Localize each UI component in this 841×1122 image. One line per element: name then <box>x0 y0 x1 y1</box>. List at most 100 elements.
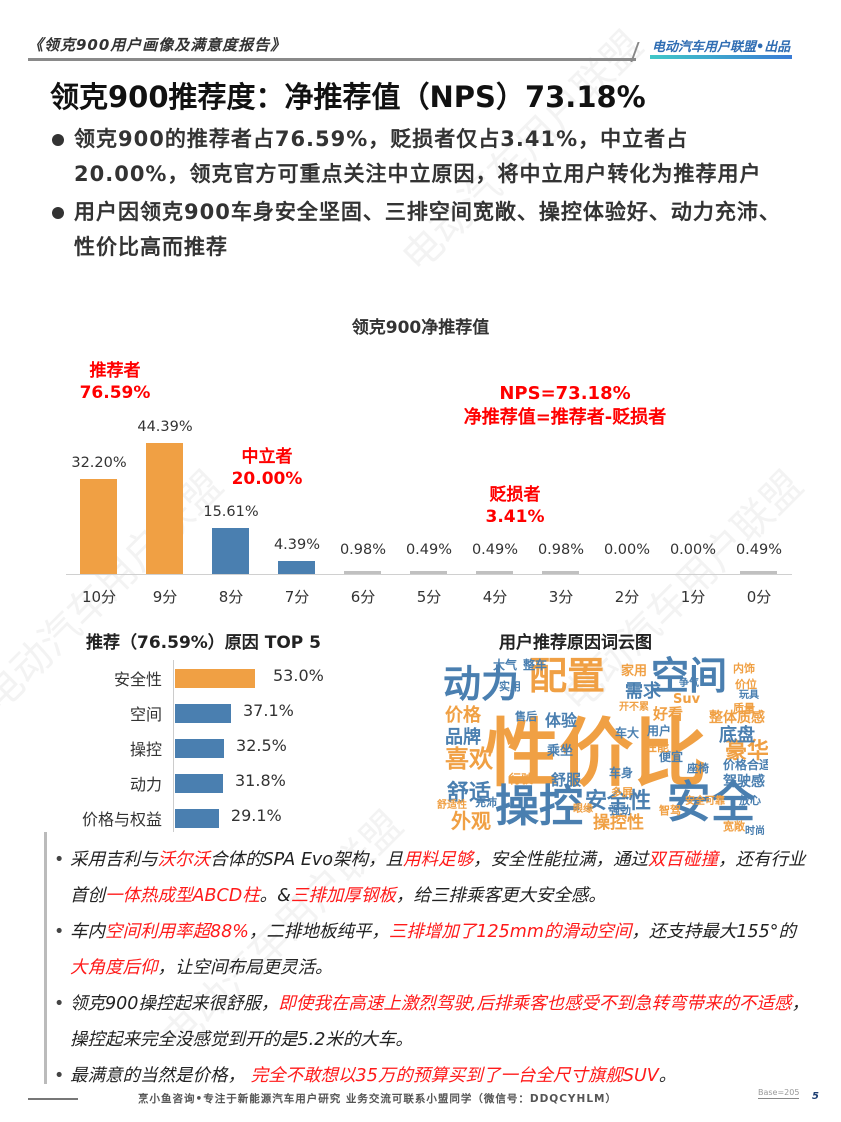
reason-label: 空间 <box>129 705 162 724</box>
y-axis-line <box>173 660 174 832</box>
brand-label: 电动汽车用户联盟•出品 <box>652 40 791 55</box>
quote-text: 最满意的当然是价格， <box>70 1066 245 1086</box>
reason-value: 29.1% <box>230 806 282 825</box>
cloud-word: 好看 <box>653 705 684 723</box>
quote-text: ，二排地板纯平， <box>248 922 389 942</box>
cloud-word: 舒服 <box>551 771 582 789</box>
cloud-word: 品牌 <box>445 727 481 748</box>
cloud-word: 智驾 <box>659 804 681 817</box>
x-tick-label: 4分 <box>482 588 508 606</box>
quote-text: 。& <box>259 886 291 906</box>
nps-chart-title: 领克900净推荐值 <box>351 318 490 338</box>
bar-group: 32.20% 10分 <box>66 380 132 620</box>
nps-annotation: NPS=73.18% 净推荐值=推荐者-贬损者 <box>430 382 700 430</box>
report-title: 《领克900用户画像及满意度报告》 <box>28 36 287 54</box>
reason-value: 37.1% <box>243 701 294 720</box>
bar-value-label: 0.00% <box>603 542 651 558</box>
bar <box>410 571 447 574</box>
quote-text: ，安全性能拉满，通过 <box>472 850 648 870</box>
quote-highlight: 大角度后仰 <box>70 958 158 978</box>
word-cloud: 性价比 操控 安全 动力 配置 空间 安全性 操控性 舒适 外观 喜欢 价格 品牌 豪华 底盘 整体质感 需求体… <box>433 655 768 835</box>
cloud-word: 底盘 <box>719 725 755 746</box>
user-quote: 最满意的当然是价格， 完全不敢想以35万的预算买到了一台全尺寸旗舰SUV。 <box>52 1058 812 1094</box>
cloud-word: 车大 <box>615 726 640 740</box>
reason-label: 动力 <box>129 775 162 794</box>
quote-text: 合体的SPA Evo架构，且 <box>210 850 403 870</box>
footer-text: 烹小鱼咨询•专注于新能源汽车用户研究 业务交流可联系小盟同学（微信号：DDQCY… <box>138 1093 617 1105</box>
x-tick-label: 10分 <box>81 588 117 606</box>
user-quote: 采用吉利与沃尔沃合体的SPA Evo架构，且用料足够，安全性能拉满，通过双百碰撞… <box>52 842 812 914</box>
summary-bullets: 领克900的推荐者占76.59%，贬损者仅占3.41%，中立者占20.00%，领… <box>50 122 790 265</box>
promoter-label: 推荐者 <box>89 361 141 381</box>
x-tick-label: 6分 <box>350 588 376 606</box>
cloud-word: 大气 <box>493 658 518 672</box>
bar-group: 0.98% 6分 <box>330 380 396 620</box>
quote-highlight: 用料足够 <box>402 850 473 870</box>
bar-value-label: 4.39% <box>273 537 321 553</box>
detractor-annotation: 贬损者 3.41% <box>470 484 560 528</box>
reasons-chart-title: 推荐（76.59%）原因 TOP 5 <box>86 633 321 653</box>
bar-group: 0.49% 5分 <box>396 380 462 620</box>
reason-bar <box>175 704 231 723</box>
page-number: 5 <box>812 1091 819 1102</box>
cloud-word: 开不累 <box>619 702 649 713</box>
reason-label: 操控 <box>129 740 162 759</box>
quote-text: 车内 <box>70 922 105 942</box>
cloud-word: 争气 <box>679 678 699 689</box>
bar-group: 0.49% 4分 <box>462 380 528 620</box>
bar-group: 0.49% 0分 <box>726 380 792 620</box>
reason-row: 操控 32.5% <box>50 730 380 765</box>
page-title: 领克900推荐度：净推荐值（NPS）73.18% <box>50 80 646 114</box>
header-divider <box>28 58 636 61</box>
promoter-value: 76.59% <box>79 383 151 403</box>
brand-underline <box>650 55 792 59</box>
cloud-word: 安全 <box>667 777 755 828</box>
cloud-word: 用户 <box>647 724 672 738</box>
cloud-word: 舒适 <box>447 781 492 806</box>
cloud-word: 体验 <box>545 711 578 730</box>
x-tick-label: 8分 <box>218 588 244 606</box>
reason-bar <box>175 774 223 793</box>
cloud-word: 空间 <box>651 655 728 698</box>
cloud-word: 家用 <box>621 664 648 679</box>
nps-formula: 净推荐值=推荐者-贬损者 <box>463 407 667 428</box>
quote-highlight: 三排加厚钢板 <box>290 886 396 906</box>
cloud-word: 配置 <box>529 655 606 698</box>
x-axis-line <box>66 574 792 575</box>
user-quote: 车内空间利用率超88%，二排地板纯平，三排增加了125mm的滑动空间，还支持最大… <box>52 914 812 986</box>
cloud-word: 舒适性 <box>437 800 467 811</box>
cloud-word: 需求 <box>625 681 661 702</box>
bar-value-label: 0.49% <box>405 542 453 558</box>
bar-value-label: 0.49% <box>471 542 519 558</box>
promoter-annotation: 推荐者 76.59% <box>70 360 160 404</box>
quote-text: 采用吉利与 <box>70 850 158 870</box>
quote-highlight: 沃尔沃 <box>157 850 211 870</box>
cloud-word: 座椅 <box>687 762 709 775</box>
cloud-word: 操控性 <box>593 813 644 833</box>
x-tick-label: 0分 <box>746 588 772 606</box>
quote-text: 。 <box>658 1066 677 1086</box>
bar-group: 0.00% 1分 <box>660 380 726 620</box>
cloud-word: 时尚 <box>745 826 765 836</box>
cloud-word: 乘坐 <box>547 744 574 759</box>
bar-value-label: 44.39% <box>137 418 193 435</box>
summary-bullet: 用户因领克900车身安全坚固、三排空间宽敞、操控体验好、动力充沛、性价比高而推荐 <box>50 195 790 265</box>
base-note: Base=205 <box>758 1088 800 1099</box>
cloud-word: 便宜 <box>659 750 684 764</box>
cloud-word: 实用 <box>499 680 521 693</box>
quote-text: ，还支持最大155°的 <box>631 922 797 942</box>
cloud-word: 安全性 <box>585 789 652 814</box>
cloud-word: 充沛 <box>475 796 497 809</box>
cloud-word: 售后 <box>515 710 537 723</box>
summary-bullet: 领克900的推荐者占76.59%，贬损者仅占3.41%，中立者占20.00%，领… <box>50 122 790 192</box>
cloud-word: 放心 <box>739 794 761 807</box>
x-tick-label: 5分 <box>416 588 442 606</box>
reason-row: 空间 37.1% <box>50 695 380 730</box>
bar <box>80 478 117 574</box>
bar-group: 44.39% 9分 <box>132 380 198 620</box>
cloud-word: 内饰 <box>733 662 755 675</box>
quote-text: ，操控起来完全没感觉到开的是5.2米的大车。 <box>70 994 809 1050</box>
cloud-word: 整体质感 <box>709 710 765 726</box>
cloud-word: 行驶 <box>509 772 534 786</box>
reason-value: 32.5% <box>236 736 287 755</box>
